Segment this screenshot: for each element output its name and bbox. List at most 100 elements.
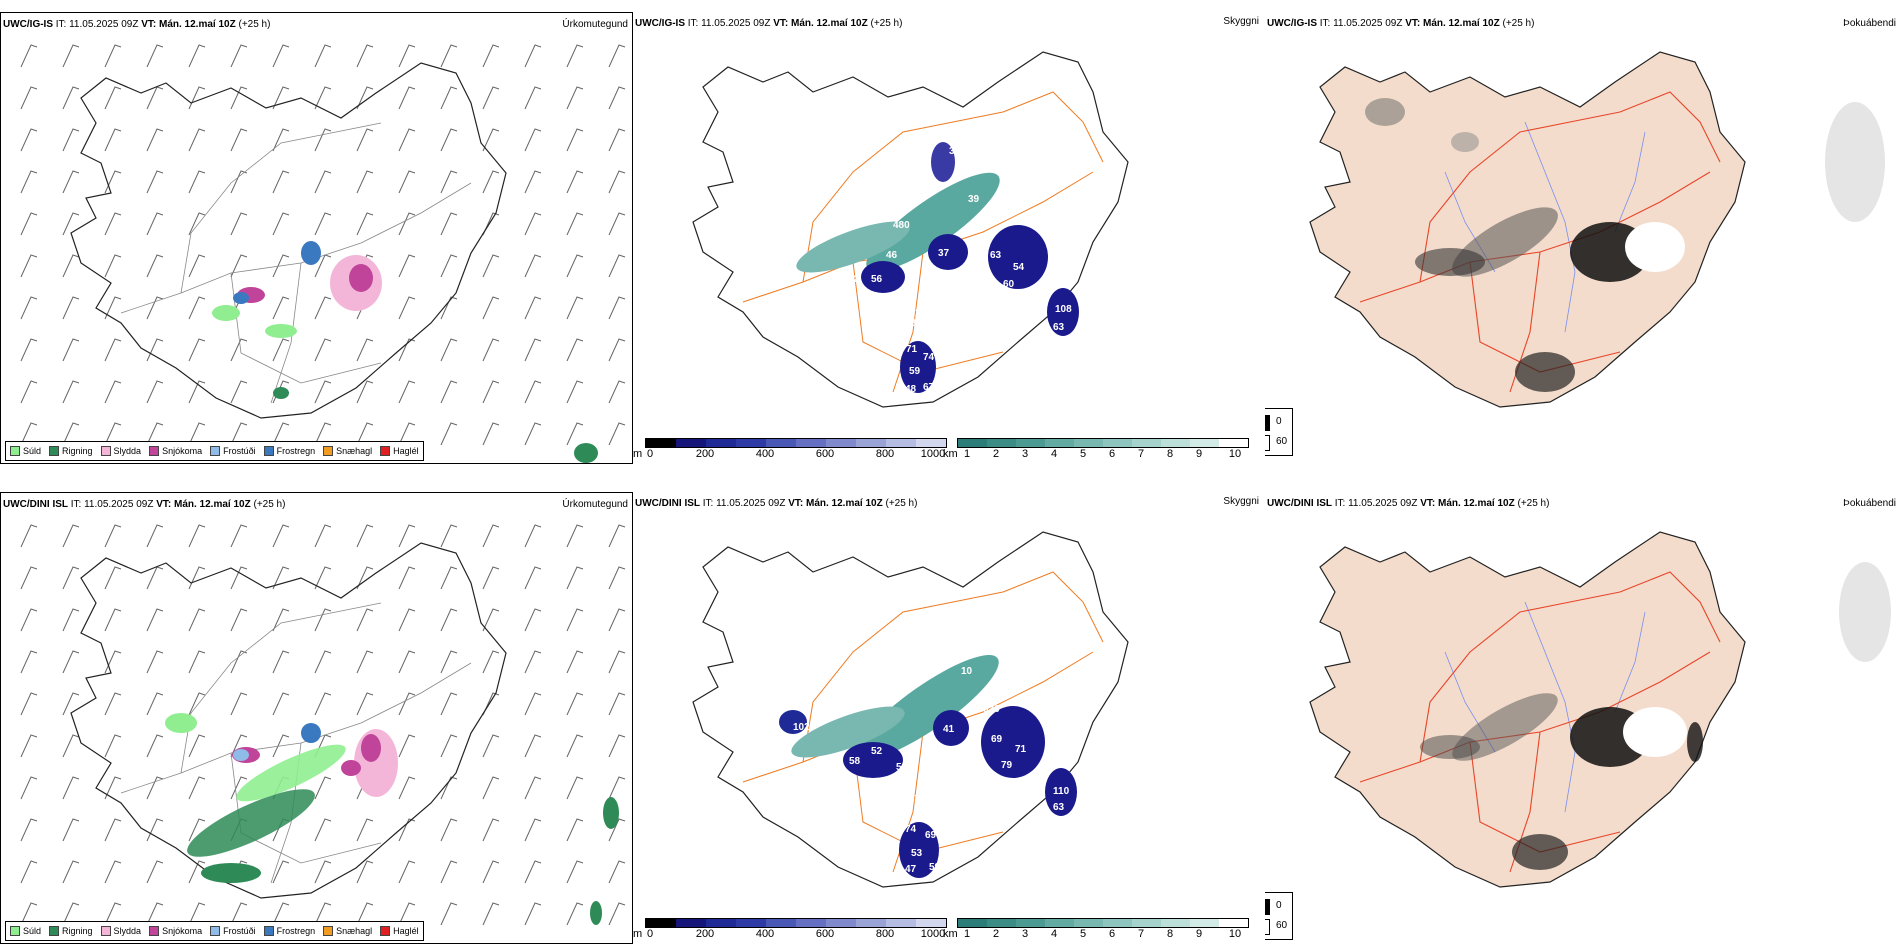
wind-barb-icon	[566, 212, 584, 236]
wind-barb-icon	[566, 86, 584, 110]
wind-barb-icon	[104, 254, 122, 278]
fog-swatch-60	[1265, 435, 1270, 451]
wind-barb-icon	[398, 650, 416, 674]
wind-barb-icon	[566, 296, 584, 320]
wind-barb-icon	[230, 170, 248, 194]
wind-barb-icon	[440, 566, 458, 590]
cell-value: 39	[968, 194, 980, 205]
wind-barb-icon	[62, 566, 80, 590]
wind-barb-icon	[566, 818, 584, 842]
wind-barb-icon	[440, 902, 458, 926]
wind-barb-icon	[20, 296, 38, 320]
wind-barb-icon	[230, 380, 248, 404]
wind-barb-icon	[20, 422, 38, 446]
wind-barb-icon	[398, 380, 416, 404]
wind-barb-icon	[356, 860, 374, 884]
wind-barb-icon	[314, 650, 332, 674]
cell-value: 108	[1055, 304, 1072, 315]
fog-index-map	[1309, 51, 1885, 408]
wind-barb-icon	[104, 692, 122, 716]
wind-barb-icon	[440, 422, 458, 446]
wind-barb-icon	[608, 296, 626, 320]
wind-barb-icon	[314, 818, 332, 842]
wind-barb-icon	[146, 608, 164, 632]
cell-value: 67	[923, 382, 935, 393]
wind-barb-icon	[608, 818, 626, 842]
panel-title: UWC/DINI ISL IT: 11.05.2025 09Z VT: Mán.…	[3, 499, 286, 510]
wind-barb-icon	[356, 902, 374, 926]
legend-item: Slydda	[100, 926, 141, 936]
wind-barb-icon	[566, 338, 584, 362]
wind-barb-icon	[20, 380, 38, 404]
cloud-base-unit: m	[633, 928, 643, 940]
wind-barb-icon	[440, 380, 458, 404]
wind-barb-icon	[230, 524, 248, 548]
wind-barb-icon	[272, 128, 290, 152]
wind-barb-icon	[314, 338, 332, 362]
legend-item: Snjókoma	[149, 926, 202, 936]
tick: 200	[695, 928, 715, 940]
tick: 600	[815, 448, 835, 460]
cell-value: 59	[909, 366, 921, 377]
tick: 5	[1079, 448, 1087, 460]
wind-barb-icon	[188, 254, 206, 278]
wind-barb-icon	[566, 422, 584, 446]
panel-title: UWC/DINI ISL IT: 11.05.2025 09Z VT: Mán.…	[1267, 498, 1550, 509]
cell-value: 291	[915, 308, 932, 319]
wind-barb-icon	[566, 566, 584, 590]
wind-barb-icon	[314, 692, 332, 716]
cloud-base-bar	[645, 918, 947, 928]
wind-barb-icon	[62, 296, 80, 320]
roads	[120, 122, 472, 404]
wind-barb-icon	[440, 212, 458, 236]
legend-item: Rigning	[49, 446, 93, 456]
wind-barb-icon	[608, 212, 626, 236]
tick: 3	[1021, 448, 1029, 460]
cloud-base-areas	[796, 142, 1079, 393]
swatch-snjokoma	[149, 926, 160, 936]
wind-barb-icon	[104, 422, 122, 446]
wind-barb-icon	[608, 86, 626, 110]
fog-swatch-0	[1265, 415, 1270, 431]
swatch-frostudi	[210, 926, 221, 936]
wind-barb-icon	[272, 650, 290, 674]
wind-barb-icon	[524, 650, 542, 674]
wind-barb-icon	[104, 380, 122, 404]
cell-value: 10	[961, 666, 973, 677]
wind-barb-icon	[104, 86, 122, 110]
wind-barb-icon	[398, 338, 416, 362]
legend-item: Snæhagl	[323, 446, 372, 456]
wind-barb-icon	[608, 692, 626, 716]
wind-barb-icon	[314, 296, 332, 320]
precip-type-legend: Súld Rigning Slydda Snjókoma Frostúði Fr…	[5, 921, 424, 941]
wind-barb-icon	[188, 818, 206, 842]
wind-barb-icon	[482, 422, 500, 446]
wind-barb-icon	[272, 44, 290, 68]
wind-barb-icon	[566, 170, 584, 194]
cloud-base-areas	[779, 655, 1077, 878]
cell-value: 110	[1053, 786, 1070, 797]
wind-barb-icon	[440, 692, 458, 716]
wind-barb-icon	[524, 776, 542, 800]
swatch-slydda	[100, 926, 111, 936]
wind-barb-icon	[566, 254, 584, 278]
wind-barb-icon	[440, 44, 458, 68]
cloud-base-unit: m	[633, 448, 643, 460]
wind-barb-icon	[188, 734, 206, 758]
swatch-sudl	[10, 926, 20, 936]
wind-barb-icon	[146, 380, 164, 404]
visibility-unit: km	[943, 928, 958, 940]
wind-barb-icon	[272, 422, 290, 446]
wind-barb-icon	[398, 524, 416, 548]
wind-barb-icon	[104, 296, 122, 320]
wind-barb-icon	[314, 860, 332, 884]
wind-barb-icon	[314, 422, 332, 446]
tick: 6	[1108, 448, 1116, 460]
wind-barb-icon	[356, 128, 374, 152]
cell-value: 37	[938, 248, 950, 259]
wind-barb-icon	[272, 254, 290, 278]
wind-barb-icon	[20, 212, 38, 236]
wind-barb-icon	[20, 650, 38, 674]
wind-barb-icon	[62, 608, 80, 632]
swatch-frostudi	[210, 446, 221, 456]
